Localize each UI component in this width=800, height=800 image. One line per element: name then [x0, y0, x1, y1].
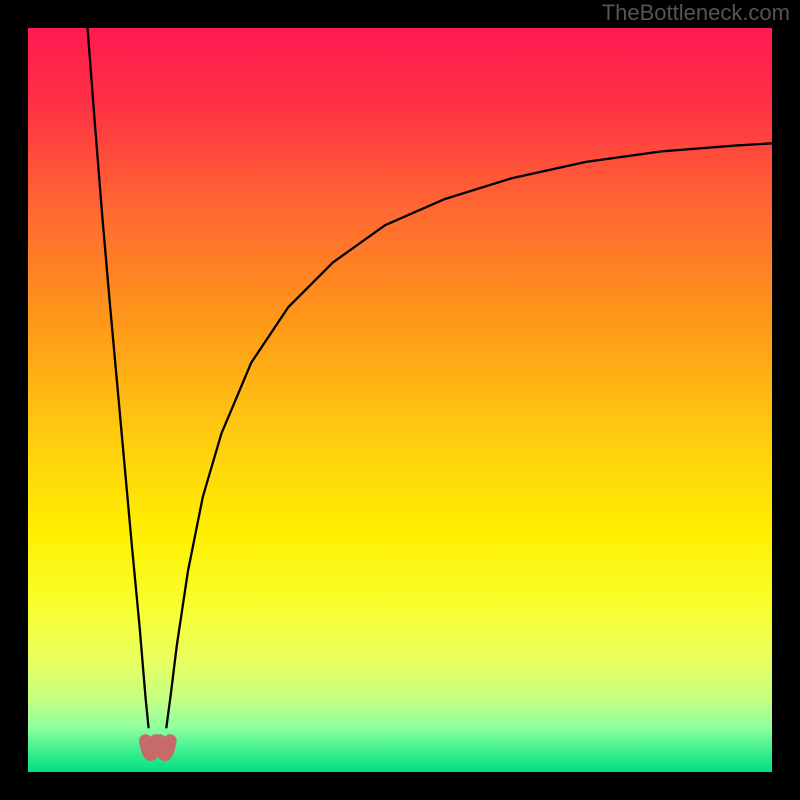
cusp-marker-right	[160, 741, 170, 755]
bottleneck-chart	[0, 0, 800, 800]
chart-background	[28, 28, 772, 772]
chart-container: TheBottleneck.com	[0, 0, 800, 800]
watermark-text: TheBottleneck.com	[602, 0, 790, 26]
